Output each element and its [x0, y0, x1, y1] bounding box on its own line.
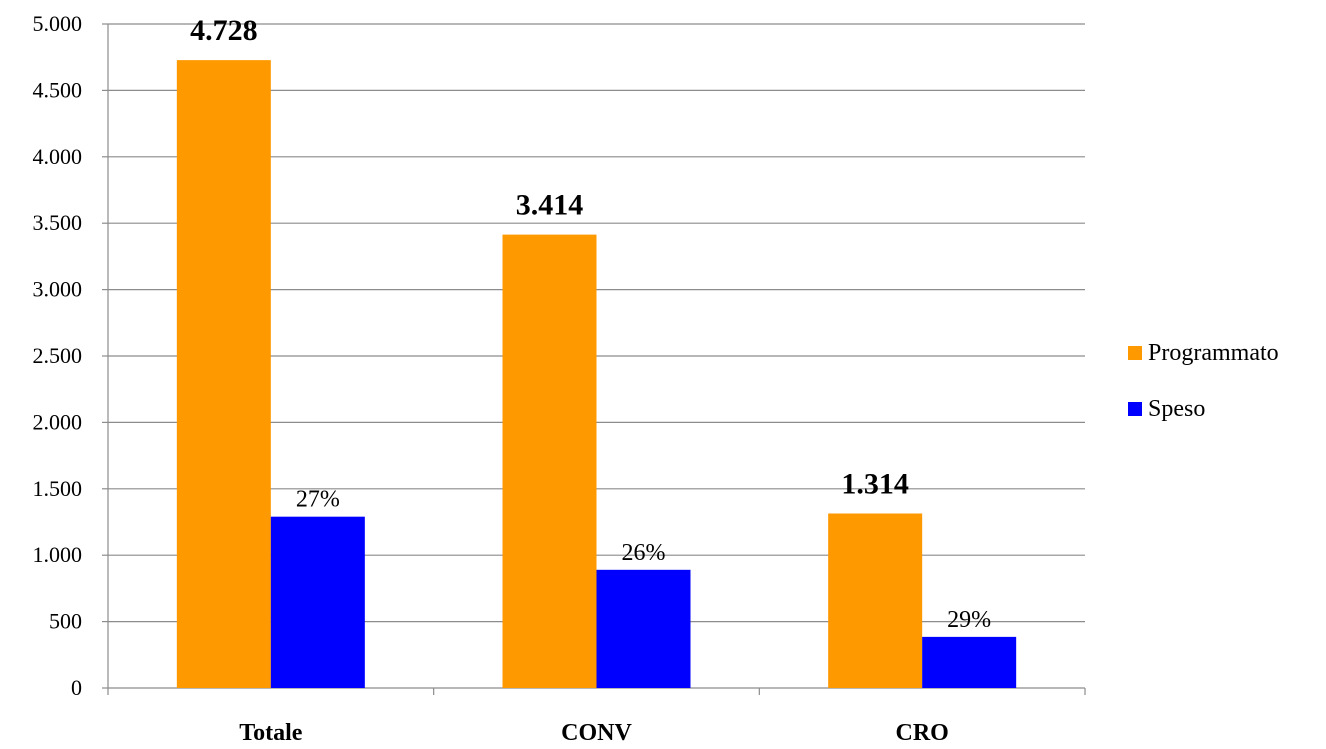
bar-speso-cro: [922, 636, 1017, 688]
value-label: 3.414: [516, 189, 584, 222]
legend-label-speso: Speso: [1148, 396, 1205, 422]
y-tick-label: 4.500: [33, 77, 83, 102]
x-category-label: CONV: [561, 720, 632, 746]
data-labels: 4.728 27% 3.414 26% 1.314 29%: [190, 14, 991, 633]
axes: 0 500 1.000 1.500 2.000 2.500 3.000 3.500 4.000 4…: [33, 11, 1086, 746]
percent-label: 29%: [947, 607, 991, 633]
y-tick-label: 1.000: [33, 542, 83, 567]
bar-programmato-cro: [828, 513, 923, 688]
legend-swatch-speso: [1128, 402, 1142, 416]
y-tick-label: 3.000: [33, 277, 83, 302]
percent-label: 26%: [622, 540, 666, 566]
y-tick-label: 2.500: [33, 343, 83, 368]
x-category-label: CRO: [895, 720, 948, 746]
legend: Programmato Speso: [1128, 340, 1279, 422]
y-tick-label: 1.500: [33, 476, 83, 501]
legend-label-programmato: Programmato: [1148, 340, 1279, 366]
value-label: 1.314: [841, 468, 909, 501]
y-tick-label: 2.000: [33, 409, 83, 434]
y-tick-label: 4.000: [33, 144, 83, 169]
bar-speso-conv: [596, 569, 691, 688]
y-tick-label: 5.000: [33, 11, 83, 36]
y-tick-label: 0: [71, 675, 82, 700]
value-label: 4.728: [190, 14, 258, 47]
y-tick-label: 500: [49, 609, 82, 634]
percent-label: 27%: [296, 487, 340, 513]
y-tick-label: 3.500: [33, 210, 83, 235]
legend-swatch-programmato: [1128, 346, 1142, 360]
bars: [176, 60, 1017, 689]
bar-programmato-totale: [176, 60, 271, 689]
bar-speso-totale: [270, 516, 365, 688]
x-category-label: Totale: [239, 720, 302, 746]
bar-programmato-conv: [502, 234, 597, 689]
